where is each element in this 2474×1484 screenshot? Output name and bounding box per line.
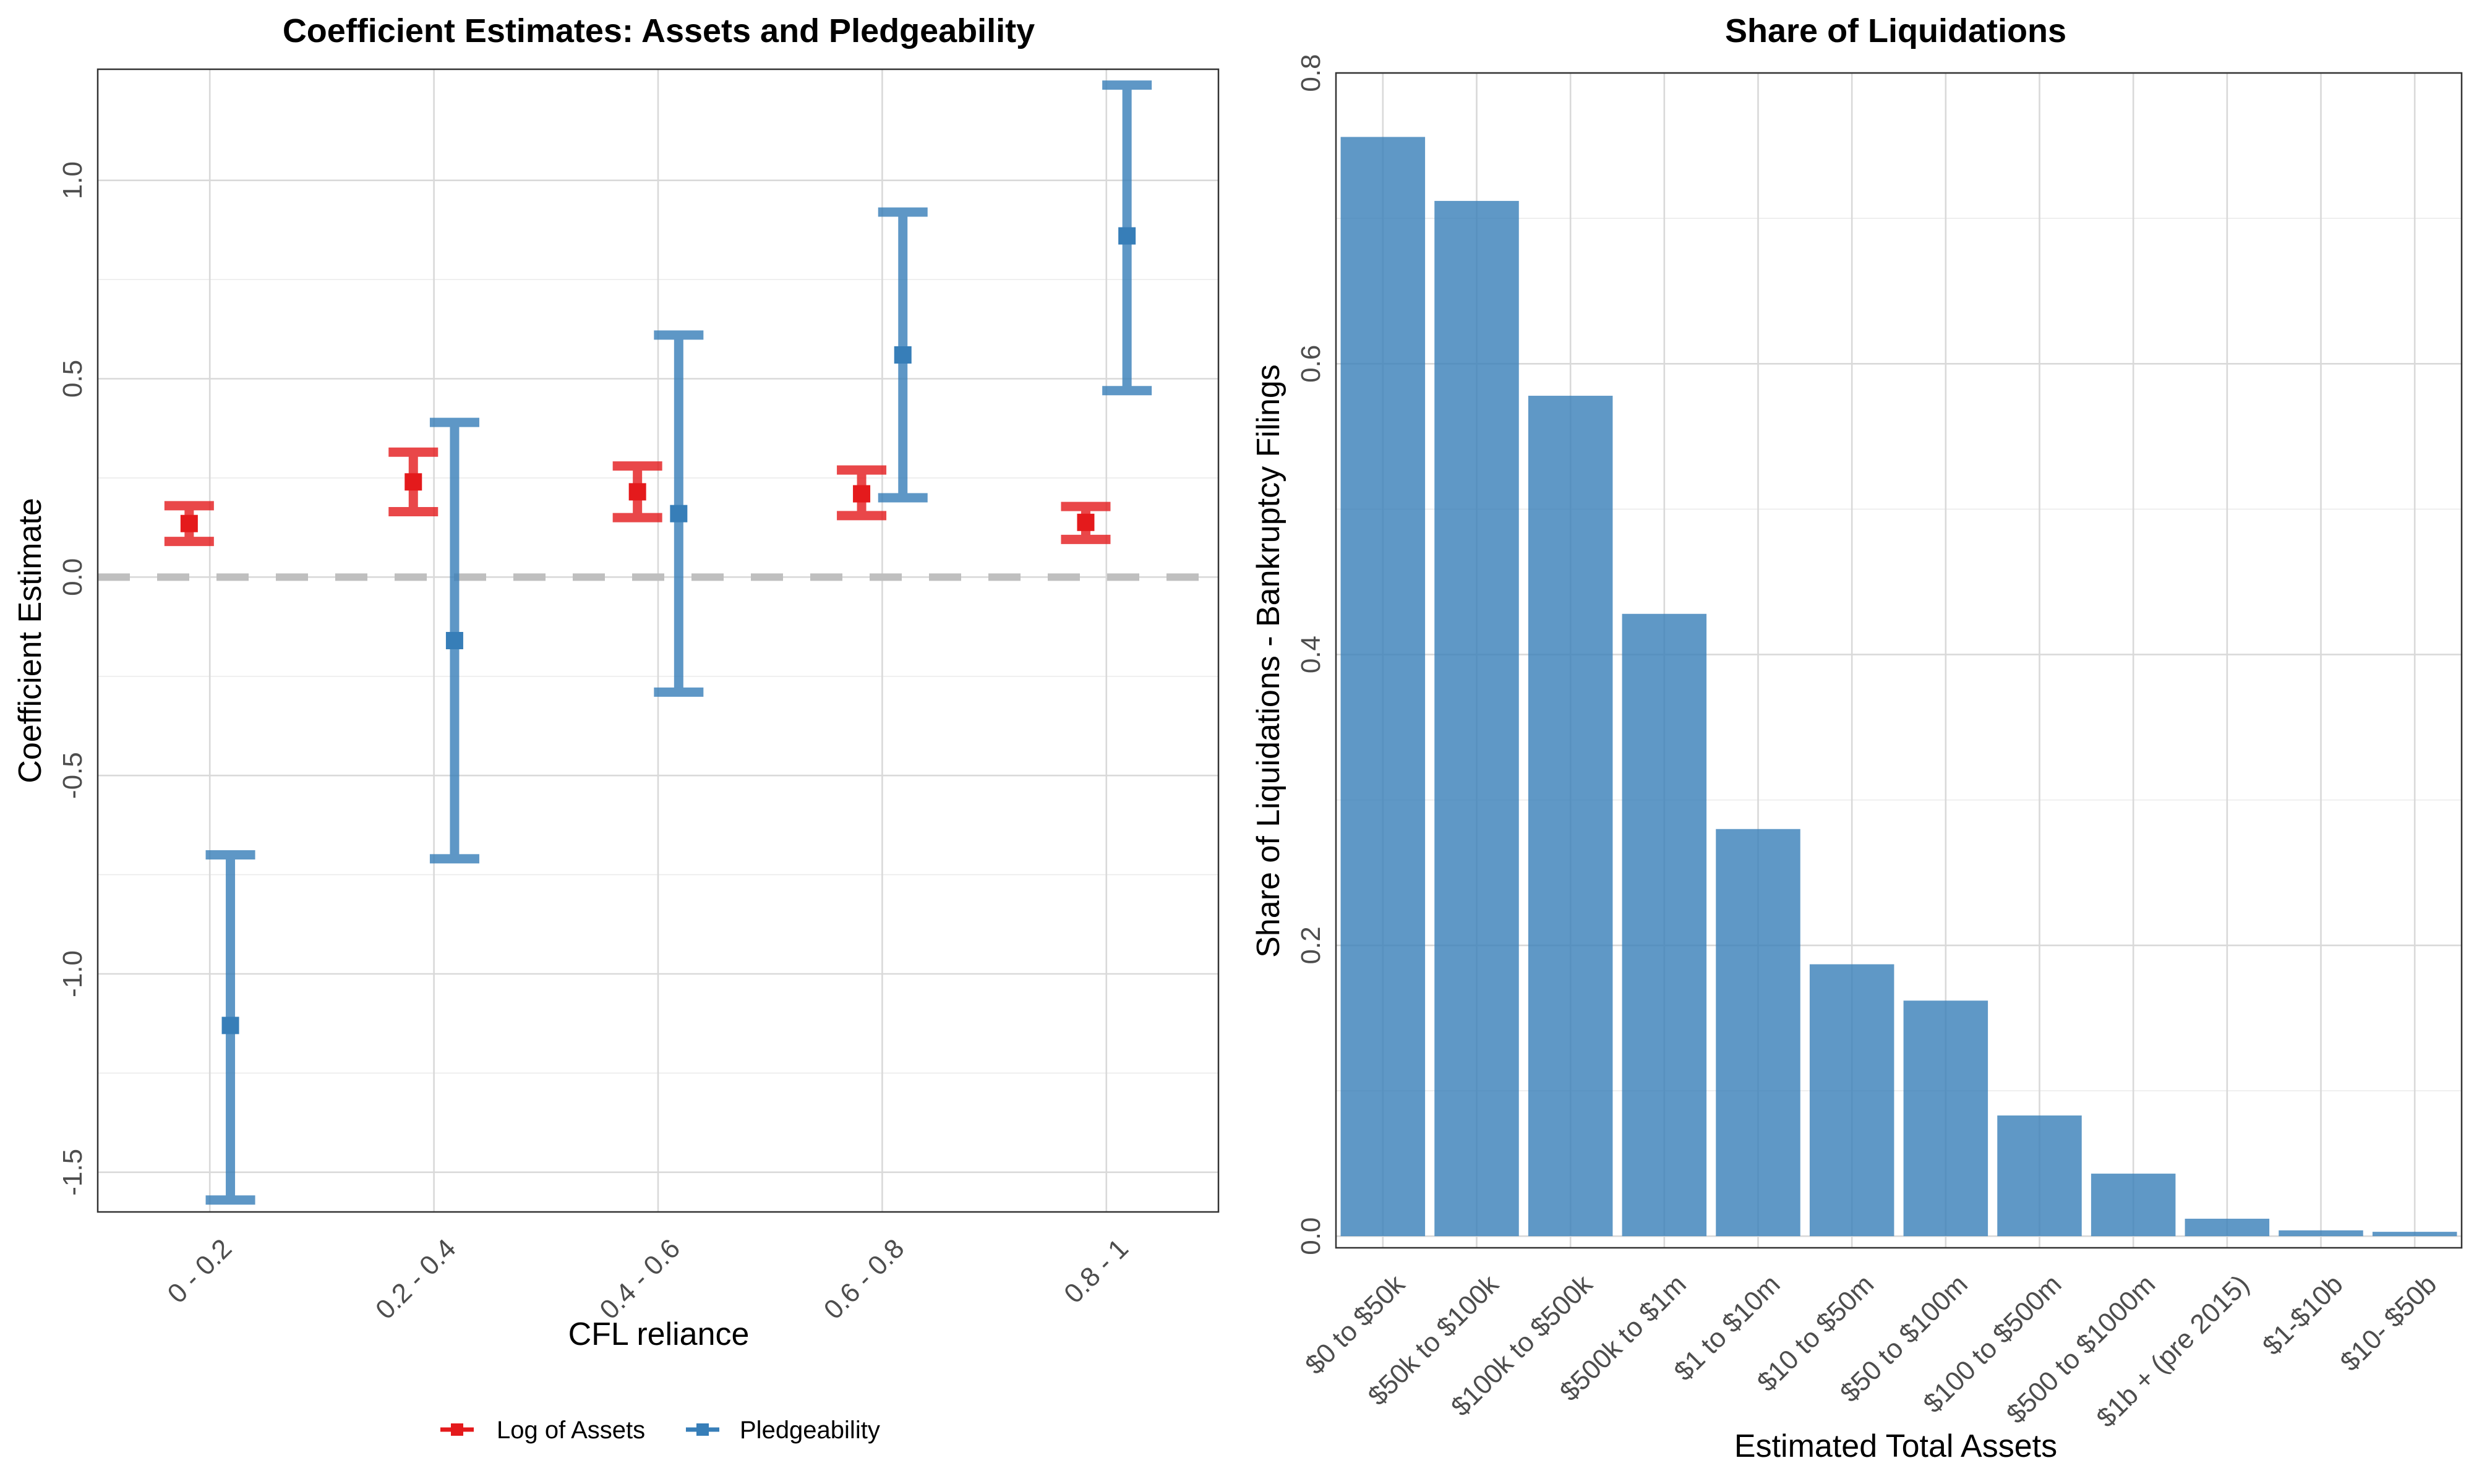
left-y-tick-label: 0.5 xyxy=(58,360,88,398)
right-chart-title: Share of Liquidations xyxy=(1725,12,2066,49)
left-x-tick-label: 0.8 - 1 xyxy=(1058,1233,1134,1309)
bar-100-to-500m xyxy=(1997,1115,2082,1237)
point-estimate-pledgeability-0-8-1 xyxy=(1118,227,1136,245)
right-y-tick-label: 0.2 xyxy=(1296,926,1326,964)
left-x-tick-labels: 0 - 0.2 0.2 - 0.4 0.4 - 0.6 0.6 - 0.8 0.8 - … xyxy=(161,1233,1134,1325)
left-x-axis-label: CFL reliance xyxy=(568,1316,750,1352)
bar-10-50b xyxy=(2372,1232,2457,1237)
left-y-tick-label: -1.5 xyxy=(58,1149,88,1196)
left-chart-title: Coefficient Estimates: Assets and Pledge… xyxy=(283,12,1035,49)
legend-label-log-of-assets: Log of Assets xyxy=(497,1417,645,1444)
point-estimate-log-of-assets-0-2-0-4 xyxy=(404,473,422,491)
left-y-tick-label: 1.0 xyxy=(58,161,88,199)
point-estimate-pledgeability-0-0-2 xyxy=(221,1017,239,1034)
bar-1-to-10m xyxy=(1716,829,1800,1237)
left-plot-border xyxy=(96,68,1220,1213)
right-y-tick-label: 0.4 xyxy=(1296,636,1326,673)
left-y-tick-label: 0.0 xyxy=(58,558,88,596)
left-y-tick-label: -1.0 xyxy=(58,950,88,997)
right-x-tick-label: $1-$10b xyxy=(2257,1269,2349,1361)
right-plot-border xyxy=(1335,72,2463,1249)
bar-50k-to-100k xyxy=(1434,200,1519,1237)
legend: Log of Assets Pledgeability xyxy=(440,1417,880,1444)
left-gridlines xyxy=(98,69,1218,1212)
bar-500k-to-1m xyxy=(1622,613,1707,1237)
point-estimate-pledgeability-0-4-0-6 xyxy=(670,505,688,522)
bar-100k-to-500k xyxy=(1528,396,1613,1237)
bar-1-10b xyxy=(2279,1230,2363,1237)
right-x-axis-label: Estimated Total Assets xyxy=(1734,1428,2057,1464)
point-estimate-log-of-assets-0-0-2 xyxy=(180,514,198,532)
point-estimate-log-of-assets-0-4-0-6 xyxy=(628,483,646,501)
point-estimate-pledgeability-0-2-0-4 xyxy=(445,632,463,649)
left-error-bars xyxy=(164,80,1152,1205)
legend-item-pledgeability: Pledgeability xyxy=(686,1417,880,1444)
point-estimate-log-of-assets-0-8-1 xyxy=(1077,513,1095,531)
coefficient-chart: Coefficient Estimates: Assets and Pledge… xyxy=(12,12,1220,1444)
legend-label-pledgeability: Pledgeability xyxy=(740,1417,880,1444)
right-y-tick-labels: 0.0 0.2 0.4 0.6 0.8 xyxy=(1296,54,1326,1255)
left-x-tick-label: 0 - 0.2 xyxy=(161,1233,238,1309)
legend-item-log-of-assets: Log of Assets xyxy=(440,1417,645,1444)
bar-50-to-100m xyxy=(1903,1000,1988,1237)
point-estimate-log-of-assets-0-6-0-8 xyxy=(853,485,871,503)
bar-0-to-50k xyxy=(1340,137,1426,1237)
right-x-tick-label: $10- $50b xyxy=(2334,1269,2442,1377)
right-y-tick-label: 0.0 xyxy=(1296,1217,1326,1255)
liquidations-chart: Share of Liquidations 0.0 0.2 0.4 0.6 0.8 $0… xyxy=(1251,12,2463,1464)
left-x-tick-label: 0.2 - 0.4 xyxy=(370,1233,462,1325)
legend-key-log-of-assets xyxy=(451,1423,463,1436)
right-y-tick-label: 0.6 xyxy=(1296,345,1326,383)
legend-key-pledgeability xyxy=(696,1423,709,1436)
right-y-tick-label: 0.8 xyxy=(1296,54,1326,92)
bar-500-to-1000m xyxy=(2091,1174,2176,1237)
left-x-tick-label: 0.6 - 0.8 xyxy=(818,1233,910,1325)
point-estimate-pledgeability-0-6-0-8 xyxy=(894,346,912,364)
bar-1b-pre-2015 xyxy=(2185,1218,2270,1237)
right-y-axis-label: Share of Liquidations - Bankruptcy Filin… xyxy=(1251,364,1286,958)
bar-10-to-50m xyxy=(1809,964,1894,1237)
left-x-tick-label: 0.4 - 0.6 xyxy=(594,1233,686,1325)
right-x-tick-labels: $0 to $50k$50k to $100k$100k to $500k$50… xyxy=(1299,1269,2442,1433)
left-y-tick-label: -0.5 xyxy=(58,752,88,799)
right-bars xyxy=(1340,137,2457,1237)
left-y-tick-labels: -1.5 -1.0 -0.5 0.0 0.5 1.0 xyxy=(58,161,88,1196)
left-y-axis-label: Coefficient Estimate xyxy=(12,498,48,783)
